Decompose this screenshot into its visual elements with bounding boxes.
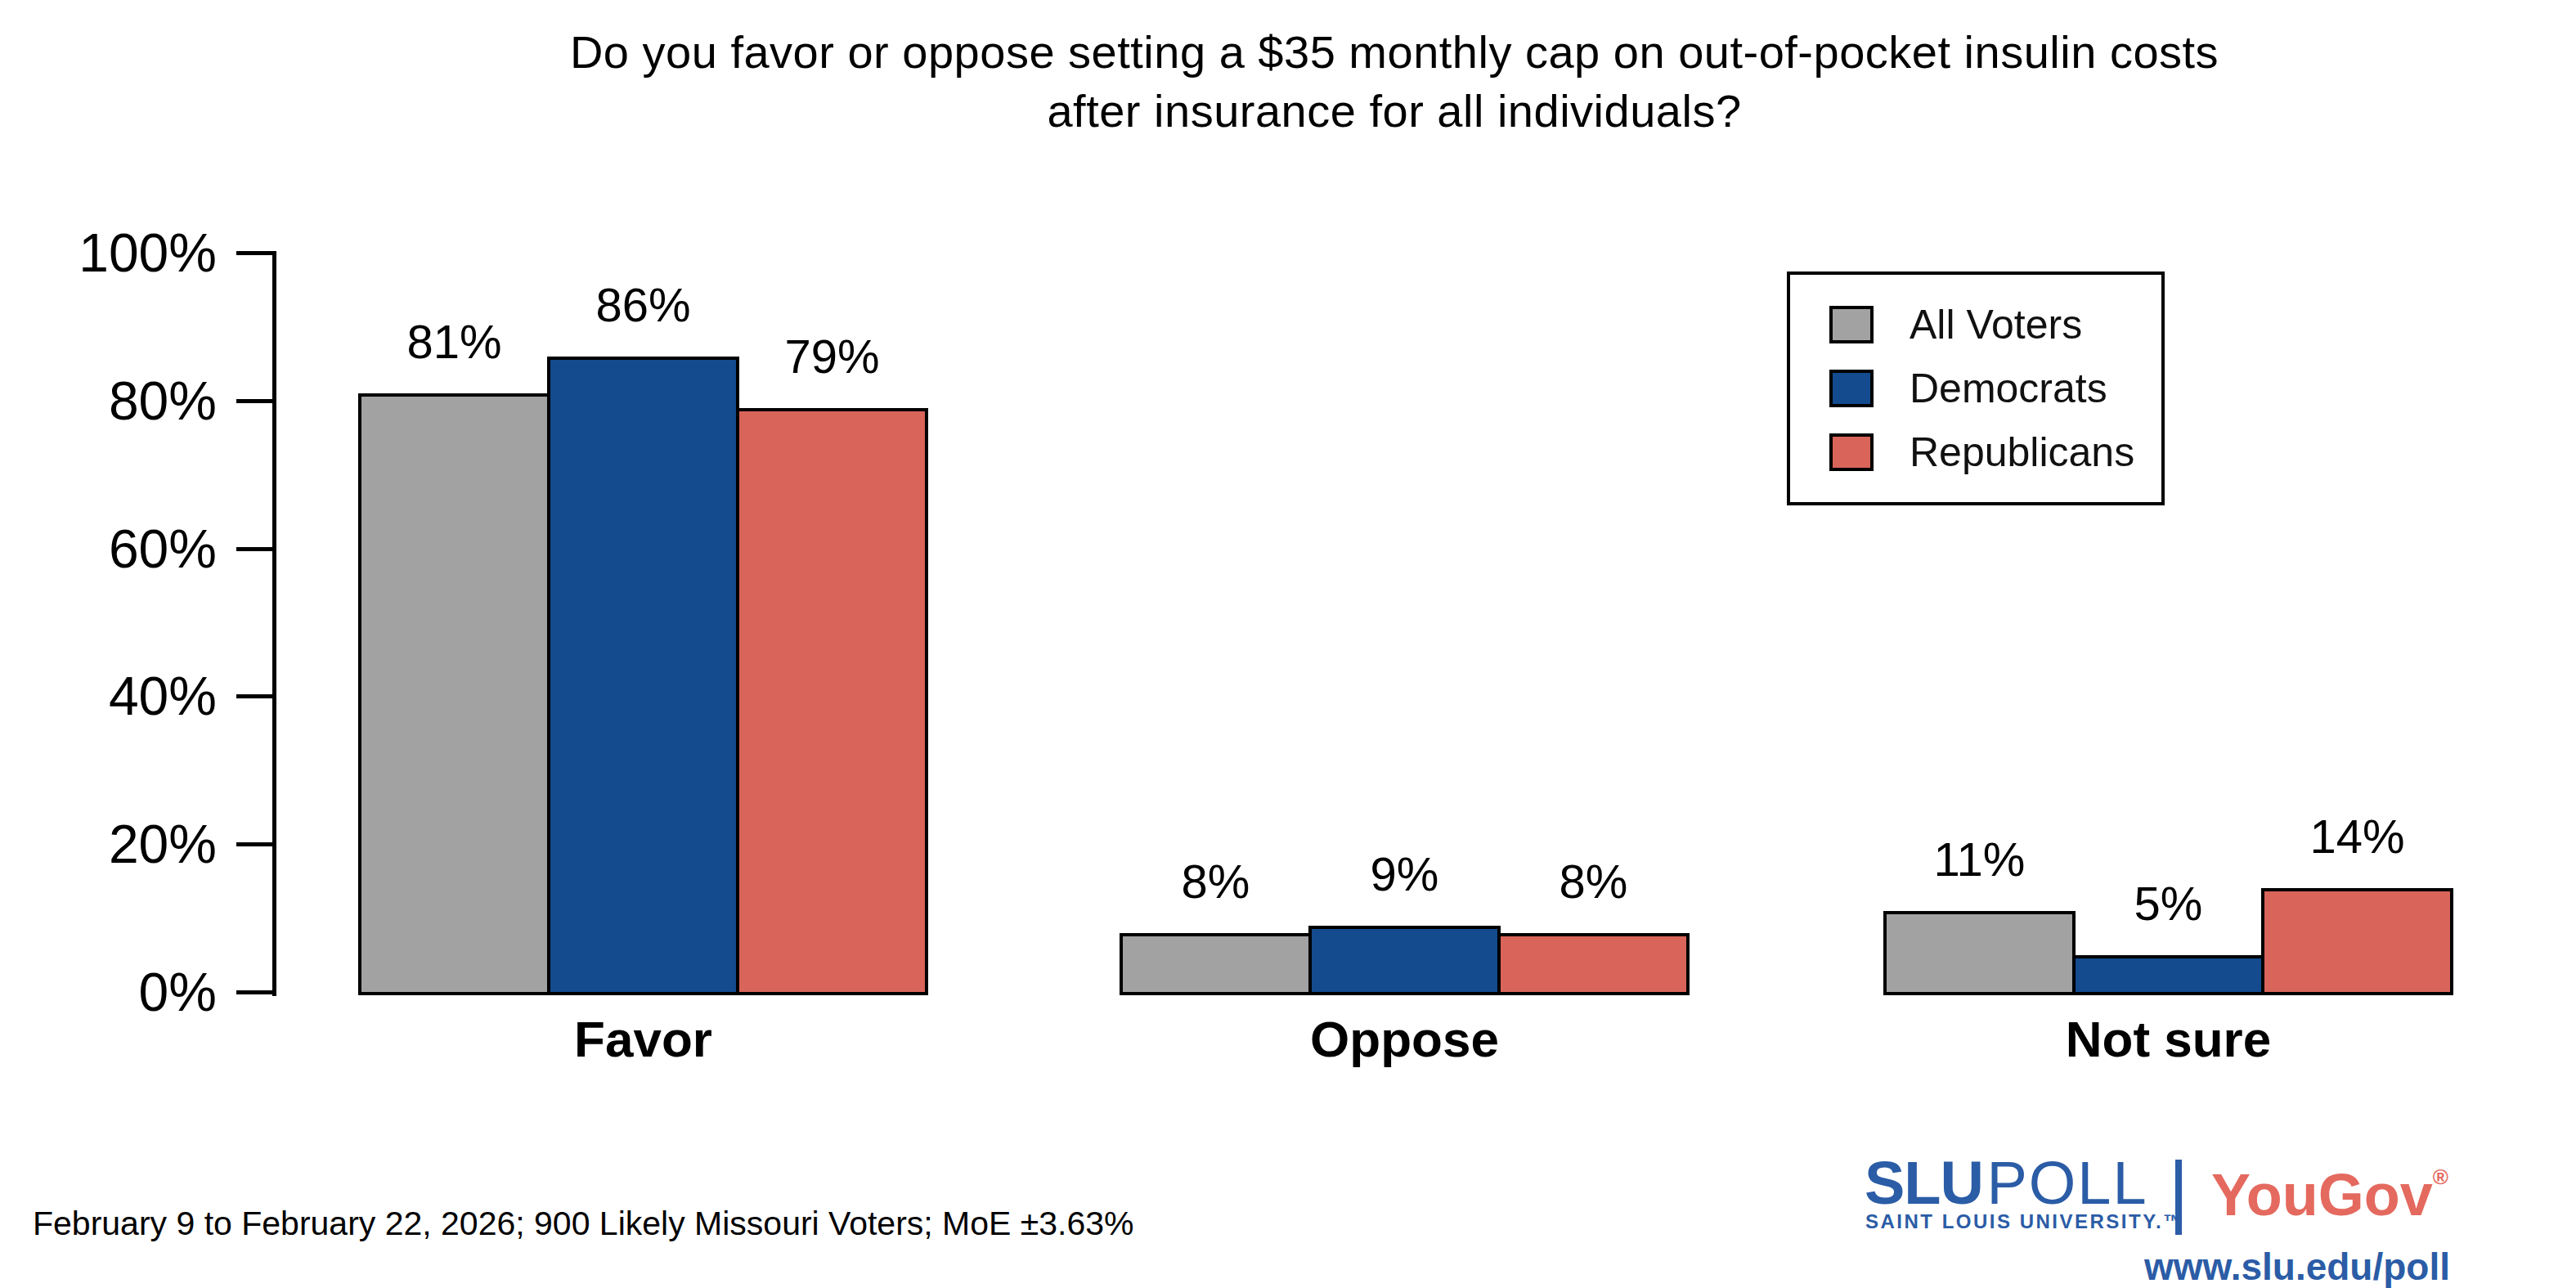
category-label-not-sure: Not sure <box>1964 1012 2373 1066</box>
saint-louis-university-text: SAINT LOUIS UNIVERSITY.™ <box>1865 1210 2185 1233</box>
bar-democrats-favor <box>547 357 739 995</box>
value-label-all-voters-favor: 81% <box>358 316 550 367</box>
slu-poll-logo: SLU POLL <box>1865 1148 2148 1218</box>
chart-title-line2: after insurance for all individuals? <box>213 82 2576 141</box>
y-axis-tick-100 <box>236 251 276 255</box>
y-axis-tick-label-80: 80% <box>33 374 217 428</box>
y-axis-tick-0 <box>236 990 276 994</box>
bar-all-voters-not-sure <box>1883 911 2076 995</box>
value-label-republicans-favor: 79% <box>736 331 928 382</box>
y-axis-tick-label-0: 0% <box>33 965 217 1019</box>
y-axis-line <box>272 251 276 996</box>
value-label-republicans-oppose: 8% <box>1497 856 1690 907</box>
legend-item-republicans: Republicans <box>1829 430 2161 474</box>
legend-swatch-all-voters <box>1829 306 1874 343</box>
y-axis-tick-label-100: 100% <box>33 226 217 280</box>
legend: All Voters Democrats Republicans <box>1787 272 2165 505</box>
value-label-all-voters-oppose: 8% <box>1120 856 1312 907</box>
logo-separator-bar <box>2175 1160 2182 1235</box>
y-axis-tick-20 <box>236 842 276 846</box>
value-label-democrats-oppose: 9% <box>1308 849 1501 900</box>
registered-mark: ® <box>2433 1165 2448 1189</box>
legend-item-democrats: Democrats <box>1829 366 2161 411</box>
yougov-logo: YouGov® <box>2211 1161 2448 1228</box>
y-axis-tick-label-20: 20% <box>33 817 217 871</box>
value-label-all-voters-not-sure: 11% <box>1883 834 2076 885</box>
category-label-favor: Favor <box>439 1012 848 1066</box>
legend-label-all-voters: All Voters <box>1910 303 2082 347</box>
y-axis-tick-label-60: 60% <box>33 522 217 576</box>
y-axis-tick-80 <box>236 399 276 403</box>
legend-label-republicans: Republicans <box>1910 430 2134 474</box>
poll-chart-page: Do you favor or oppose setting a $35 mon… <box>0 0 2576 1288</box>
bar-democrats-oppose <box>1308 926 1501 995</box>
bar-all-voters-oppose <box>1120 933 1312 995</box>
bar-republicans-oppose <box>1497 933 1690 995</box>
slu-poll-url: www.slu.edu/poll <box>2144 1245 2450 1288</box>
footer-note: February 9 to February 22, 2026; 900 Lik… <box>33 1204 1134 1243</box>
value-label-republicans-not-sure: 14% <box>2261 811 2453 862</box>
yougov-logo-text: YouGov <box>2211 1162 2433 1227</box>
category-label-oppose: Oppose <box>1200 1012 1609 1066</box>
bar-all-voters-favor <box>358 393 550 995</box>
bar-republicans-favor <box>736 408 928 995</box>
value-label-democrats-favor: 86% <box>547 280 739 330</box>
slu-logo-text: SLU <box>1865 1149 1983 1217</box>
y-axis-tick-60 <box>236 547 276 551</box>
legend-swatch-republicans <box>1829 433 1874 471</box>
legend-item-all-voters: All Voters <box>1829 303 2161 347</box>
y-axis-tick-40 <box>236 694 276 698</box>
value-label-democrats-not-sure: 5% <box>2072 878 2264 929</box>
legend-swatch-democrats <box>1829 370 1874 407</box>
bar-democrats-not-sure <box>2072 955 2264 995</box>
legend-label-democrats: Democrats <box>1910 366 2107 411</box>
bar-republicans-not-sure <box>2261 888 2453 995</box>
chart-title: Do you favor or oppose setting a $35 mon… <box>213 23 2576 141</box>
poll-logo-text: POLL <box>1986 1149 2147 1217</box>
chart-title-line1: Do you favor or oppose setting a $35 mon… <box>213 23 2576 82</box>
y-axis-tick-label-40: 40% <box>33 669 217 723</box>
